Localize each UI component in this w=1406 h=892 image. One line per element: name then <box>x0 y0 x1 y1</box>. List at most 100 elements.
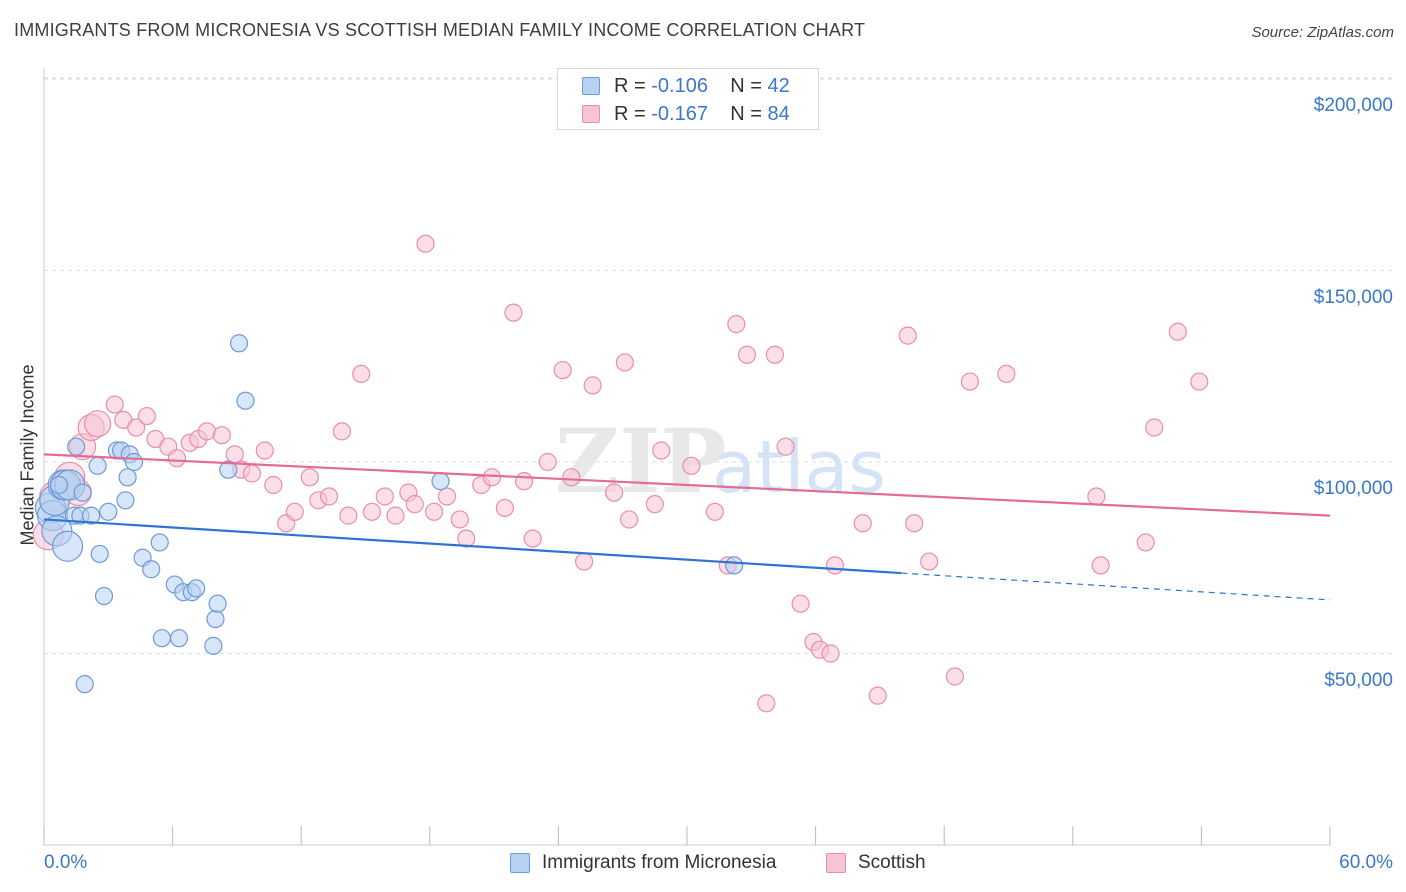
scottish-point <box>538 452 557 472</box>
micronesia-point <box>142 560 161 579</box>
micronesia-point <box>229 334 249 353</box>
scottish-point <box>757 694 776 713</box>
scottish-point <box>300 468 319 487</box>
scottish-point <box>242 464 262 483</box>
scottish-point <box>127 418 146 437</box>
micronesia-point <box>431 472 450 491</box>
n-value-micronesia: 42 <box>767 74 790 97</box>
micronesia-points <box>34 334 744 694</box>
axes <box>43 68 1331 846</box>
micronesia-point <box>725 556 744 575</box>
scottish-point <box>424 502 444 521</box>
scottish-point <box>212 426 231 445</box>
scottish-swatch <box>582 105 600 123</box>
watermark-zip: ZIP <box>555 409 727 513</box>
legend-item-scottish[interactable]: Scottish <box>826 852 926 874</box>
micronesia-point <box>187 579 206 598</box>
scottish-point <box>352 364 371 384</box>
y-tick-label: $150,000 <box>1313 286 1393 308</box>
legend-label-micronesia: Immigrants from Micronesia <box>542 852 777 873</box>
scottish-point <box>645 495 664 514</box>
micronesia-point <box>236 391 255 410</box>
micronesia-point <box>219 460 238 479</box>
micronesia-trend-extension <box>901 572 1331 601</box>
scottish-point <box>553 360 572 380</box>
scottish-point <box>898 326 917 345</box>
micronesia-point <box>118 468 137 487</box>
scottish-point <box>1087 487 1106 506</box>
scottish-point <box>776 437 795 456</box>
scottish-point <box>682 456 701 475</box>
scottish-point <box>652 441 671 460</box>
chart-title: IMMIGRANTS FROM MICRONESIA VS SCOTTISH M… <box>14 20 866 40</box>
scottish-point <box>495 498 514 518</box>
watermark-atlas: atlas <box>712 425 886 509</box>
micronesia-point <box>90 544 109 564</box>
r-value-scottish: -0.167 <box>651 102 708 125</box>
scottish-point <box>960 372 980 391</box>
scottish-point <box>319 487 339 506</box>
micronesia-point <box>75 675 94 694</box>
scottish-point <box>575 552 594 571</box>
scottish-point <box>1091 556 1110 575</box>
scottish-point <box>737 345 757 364</box>
scottish-point <box>605 483 624 502</box>
micronesia-point <box>94 586 114 606</box>
scottish-point <box>437 487 457 506</box>
micronesia-point <box>152 629 171 648</box>
scottish-point <box>868 686 887 705</box>
scottish-point <box>457 529 476 548</box>
micronesia-point <box>208 594 227 613</box>
scottish-point <box>523 529 542 548</box>
legend-swatch-scottish <box>826 853 846 873</box>
scottish-point <box>821 644 840 663</box>
source-note: Source: ZipAtlas.com <box>1251 24 1394 41</box>
micronesia-point <box>49 475 69 495</box>
scottish-point <box>515 472 534 491</box>
y-tick-label: $100,000 <box>1313 478 1393 499</box>
x-tick-label-max: 60.0% <box>1339 852 1393 873</box>
scottish-point <box>225 445 244 464</box>
legend-label-scottish: Scottish <box>858 852 926 873</box>
scottish-point <box>920 552 939 571</box>
micronesia-point <box>67 437 86 456</box>
micronesia-swatch <box>582 77 600 95</box>
scottish-point <box>405 495 424 514</box>
scottish-point <box>825 556 844 575</box>
scottish-point <box>83 410 112 438</box>
scottish-point <box>416 234 435 253</box>
scottish-point <box>583 376 602 395</box>
legend-item-micronesia[interactable]: Immigrants from Micronesia <box>510 852 776 874</box>
micronesia-point <box>51 530 84 562</box>
scottish-point <box>105 395 124 414</box>
r-value-micronesia: -0.106 <box>651 74 708 97</box>
scottish-point <box>727 315 746 334</box>
scottish-point <box>264 475 283 495</box>
y-tick-label: $50,000 <box>1324 669 1393 691</box>
series-legend: Immigrants from Micronesia Scottish <box>0 852 1406 876</box>
scottish-point <box>137 406 156 426</box>
stats-legend: R = -0.106 N = 42 R = -0.167 N = 84 <box>557 68 819 130</box>
micronesia-point <box>88 456 107 475</box>
n-label: N = <box>730 74 762 97</box>
scottish-point <box>386 506 405 525</box>
scottish-point <box>1145 418 1164 437</box>
watermark: ZIP atlas <box>555 409 886 513</box>
scottish-point <box>362 502 382 521</box>
scottish-point <box>450 510 469 529</box>
scottish-point <box>1168 322 1187 341</box>
scottish-point <box>705 502 724 521</box>
scottish-point <box>620 510 639 529</box>
scottish-point <box>339 506 358 525</box>
scottish-point <box>853 514 872 533</box>
scottish-point <box>255 441 274 460</box>
scottish-trend-line <box>43 453 1331 517</box>
trend-lines <box>43 453 1331 601</box>
y-tick-label: $200,000 <box>1313 95 1393 116</box>
x-tick-label-min: 0.0% <box>44 852 88 873</box>
scottish-point <box>375 487 394 506</box>
scottish-point <box>765 345 784 364</box>
scottish-point <box>285 502 304 521</box>
micronesia-point <box>116 491 135 510</box>
scottish-point <box>1136 533 1155 552</box>
